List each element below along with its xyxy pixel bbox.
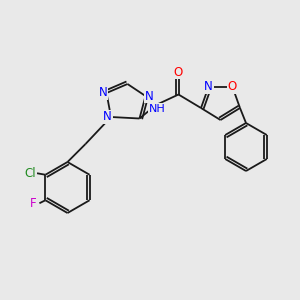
Text: O: O (174, 65, 183, 79)
Text: N: N (103, 110, 112, 124)
Text: NH: NH (149, 103, 166, 114)
Text: F: F (30, 197, 37, 210)
Text: N: N (98, 86, 107, 100)
Text: Cl: Cl (25, 167, 36, 180)
Text: N: N (145, 89, 154, 103)
Text: N: N (204, 80, 213, 94)
Text: O: O (228, 80, 237, 94)
